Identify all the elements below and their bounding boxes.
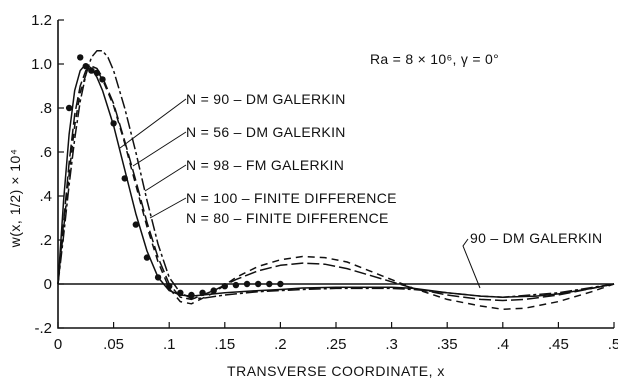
y-axis-title: w(x, 1/2) × 10⁴ bbox=[7, 149, 23, 249]
fd80-point bbox=[188, 291, 195, 299]
leader-line-2 bbox=[132, 131, 187, 167]
series-layer bbox=[57, 50, 615, 311]
fd80-point bbox=[199, 289, 206, 296]
y-tick-label: .4 bbox=[39, 188, 52, 205]
series-label-5: N = 80 – FINITE DIFFERENCE bbox=[186, 210, 389, 226]
x-tick-label: .45 bbox=[548, 336, 569, 353]
fd80-point bbox=[210, 287, 217, 294]
leader-line-4 bbox=[149, 197, 187, 219]
x-tick-label: .2 bbox=[274, 336, 287, 353]
series-label-1: N = 90 – DM GALERKIN bbox=[186, 91, 346, 107]
x-tick-label: .5 bbox=[608, 336, 618, 353]
condition-annotation: Ra = 8 × 10⁶, γ = 0° bbox=[370, 51, 499, 67]
leader-line-3 bbox=[144, 164, 187, 192]
fd80-point bbox=[266, 280, 273, 288]
x-tick-label: .15 bbox=[214, 336, 235, 353]
x-tick-label: 0 bbox=[54, 336, 62, 353]
ticks: 0.05.1.15.2.25.3.35.4.45.5-.20.2.4.6.81.… bbox=[31, 12, 618, 353]
fd80-point bbox=[177, 289, 184, 296]
leader-line-1 bbox=[119, 98, 187, 149]
fd80-point bbox=[232, 281, 240, 289]
fd80-point bbox=[254, 280, 262, 288]
series-label-2: N = 56 – DM GALERKIN bbox=[186, 124, 346, 140]
y-tick-label: .6 bbox=[39, 144, 52, 161]
fd80-point bbox=[277, 280, 284, 288]
fd80-point bbox=[132, 221, 140, 228]
y-tick-label: 1.2 bbox=[31, 12, 52, 29]
y-tick-label: .8 bbox=[39, 100, 52, 117]
series-line-3 bbox=[57, 50, 615, 300]
series-label-3: N = 98 – FM GALERKIN bbox=[186, 157, 344, 173]
y-tick-label: 0 bbox=[44, 276, 52, 293]
leader-line-5 bbox=[462, 238, 481, 289]
x-tick-label: .25 bbox=[326, 336, 347, 353]
fd80-point bbox=[166, 283, 173, 290]
x-tick-label: .3 bbox=[385, 336, 398, 353]
fd80-point bbox=[154, 274, 162, 281]
fd80-point bbox=[93, 69, 101, 77]
extra-series-label: 90 – DM GALERKIN bbox=[470, 230, 602, 246]
fd80-point bbox=[77, 54, 84, 61]
x-axis-title: TRANSVERSE COORDINATE, x bbox=[227, 363, 445, 379]
y-tick-label: .2 bbox=[39, 232, 52, 249]
x-tick-label: .1 bbox=[163, 336, 176, 353]
fd80-point bbox=[65, 104, 73, 112]
fd80-point bbox=[221, 283, 228, 290]
fd80-point bbox=[88, 67, 95, 74]
fd80-point bbox=[243, 280, 251, 288]
fd80-point bbox=[99, 76, 106, 83]
series-label-4: N = 100 – FINITE DIFFERENCE bbox=[186, 190, 397, 206]
x-tick-label: .35 bbox=[437, 336, 458, 353]
fd80-point bbox=[143, 254, 151, 261]
x-tick-label: .05 bbox=[103, 336, 124, 353]
fd80-point bbox=[121, 175, 128, 182]
y-tick-label: 1.0 bbox=[31, 56, 52, 73]
fd80-point bbox=[110, 120, 117, 127]
series-line-4 bbox=[57, 67, 615, 311]
fd80-point bbox=[82, 62, 90, 70]
x-tick-label: .4 bbox=[497, 336, 510, 353]
y-tick-label: -.2 bbox=[34, 320, 52, 337]
